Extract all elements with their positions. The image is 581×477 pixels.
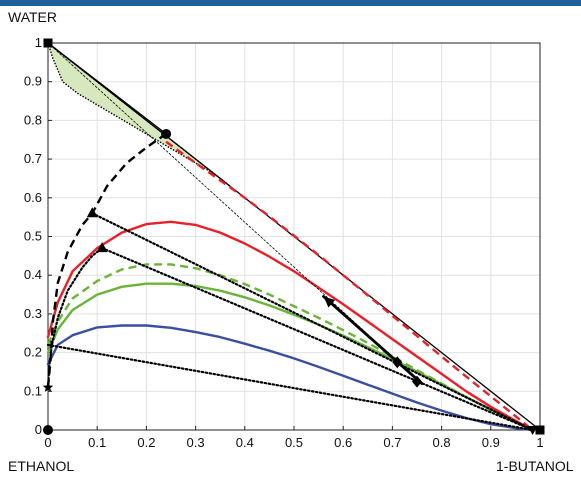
- x-tick-label: 0.4: [236, 435, 254, 450]
- series-black-dotted: [46, 247, 104, 389]
- marker-diamond: [392, 356, 403, 369]
- series-red-dashed: [165, 140, 534, 431]
- y-tick-label: 1: [35, 35, 42, 50]
- markers: [42, 38, 545, 435]
- x-tick-label: 1: [536, 435, 543, 450]
- marker-star: [42, 381, 54, 392]
- marker-square: [535, 425, 545, 435]
- y-tick-label: 0.3: [24, 306, 42, 321]
- series-black-dotted: [46, 343, 534, 432]
- y-tick-label: 0.7: [24, 151, 42, 166]
- marker-circle: [161, 128, 172, 139]
- y-tick-label: 0: [35, 422, 42, 437]
- y-tick-label: 0.8: [24, 112, 42, 127]
- y-tick-label: 0.2: [24, 345, 42, 360]
- series-black-dotted: [91, 212, 534, 432]
- x-tick-label: 0.6: [334, 435, 352, 450]
- series-lines: [46, 42, 541, 432]
- series-blue-solid: [46, 324, 534, 432]
- x-tick-label: 0.1: [88, 435, 106, 450]
- x-axis-ticks: 0 0.1 0.2 0.3 0.4 0.5 0.6 0.7 0.8 0.9 1: [44, 426, 544, 450]
- x-tick-label: 0: [44, 435, 51, 450]
- y-tick-label: 0.4: [24, 267, 42, 282]
- corner-label-1-butanol: 1-BUTANOL: [496, 458, 574, 474]
- corner-label-water: WATER: [8, 9, 57, 25]
- marker-triangle: [86, 207, 98, 218]
- marker-square: [43, 38, 53, 48]
- series-green-dashed: [46, 263, 534, 432]
- x-tick-label: 0.9: [482, 435, 500, 450]
- marker-diamond: [412, 375, 422, 388]
- x-tick-label: 0.7: [383, 435, 401, 450]
- series-red-solid: [46, 220, 534, 432]
- series-black-dashed: [46, 132, 167, 388]
- x-tick-label: 0.2: [137, 435, 155, 450]
- top-accent-bar: [0, 0, 581, 6]
- x-tick-label: 0.8: [433, 435, 451, 450]
- x-tick-label: 0.3: [187, 435, 205, 450]
- y-axis-ticks: 0 0.1 0.2 0.3 0.4 0.5 0.6 0.7 0.8 0.9 1: [24, 35, 52, 437]
- y-tick-label: 0.1: [24, 383, 42, 398]
- triangle-edge: [47, 42, 167, 135]
- y-tick-label: 0.6: [24, 190, 42, 205]
- marker-circle: [43, 425, 53, 435]
- marker-triangle: [96, 242, 108, 253]
- series-black-arrow: [322, 295, 424, 386]
- x-tick-label: 0.5: [285, 435, 303, 450]
- corner-label-ethanol: ETHANOL: [8, 458, 74, 474]
- marker-triangle-down: [527, 426, 538, 435]
- arrow-head: [323, 296, 336, 308]
- y-tick-label: 0.9: [24, 74, 42, 89]
- y-tick-label: 0.5: [24, 229, 42, 244]
- series-black-dotted: [100, 247, 534, 432]
